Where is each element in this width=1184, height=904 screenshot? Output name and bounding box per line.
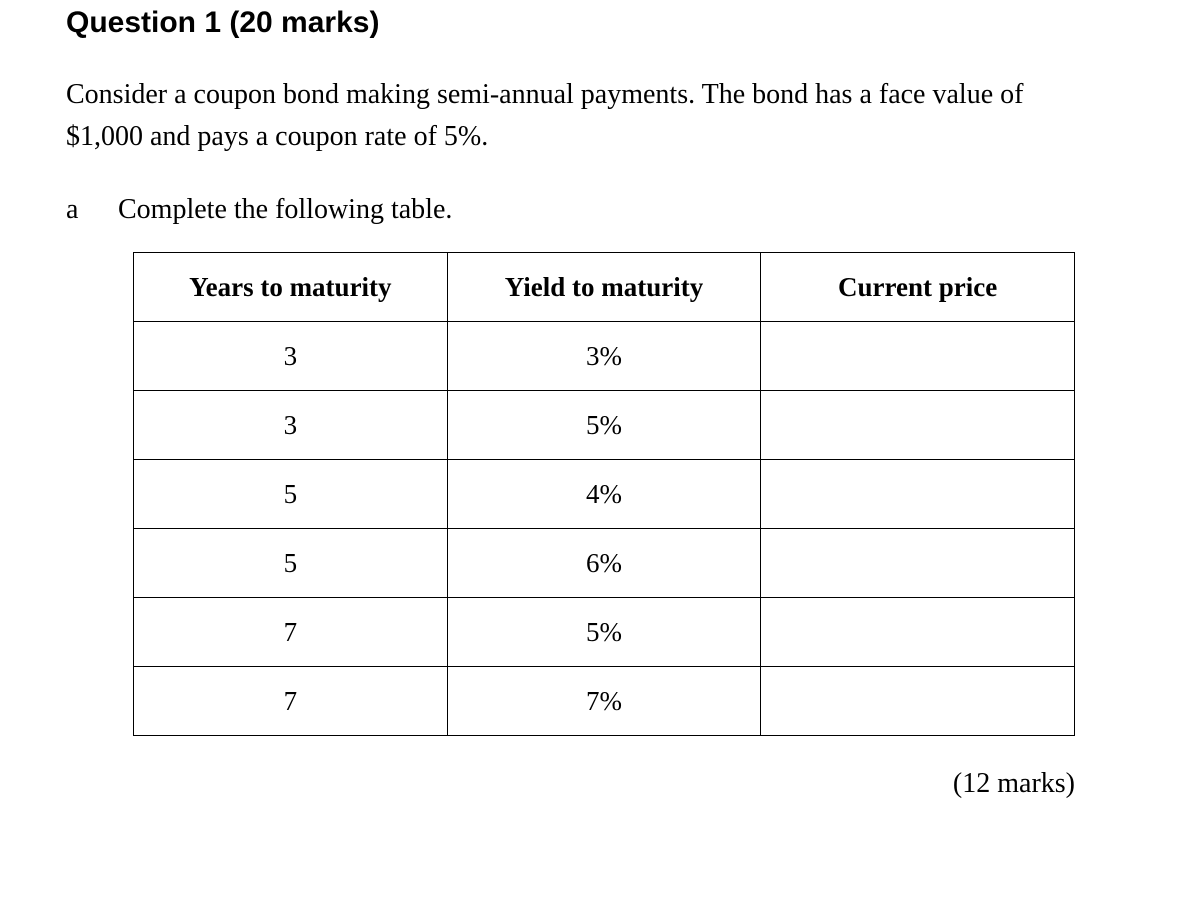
cell-yield-to-maturity: 7% (446, 666, 762, 736)
cell-current-price (760, 390, 1075, 460)
bond-table-head: Years to maturity Yield to maturity Curr… (133, 252, 1075, 322)
cell-years-to-maturity: 3 (133, 321, 448, 391)
cell-years-to-maturity: 7 (133, 666, 448, 736)
table-row: 5 6% (133, 528, 1075, 598)
table-header-row: Years to maturity Yield to maturity Curr… (133, 252, 1075, 322)
question-title: Question 1 (20 marks) (66, 6, 380, 39)
table-row: 3 3% (133, 321, 1075, 391)
marks-note: (12 marks) (952, 768, 1075, 799)
table-row: 5 4% (133, 459, 1075, 529)
cell-yield-to-maturity: 6% (446, 528, 762, 598)
header-current-price: Current price (760, 252, 1075, 322)
bond-table-body: 3 3% 3 5% 5 4% 5 6% 7 5% 7 7% (133, 321, 1075, 736)
part-line: a Complete the following table. (66, 194, 1184, 226)
table-row: 7 5% (133, 597, 1075, 667)
part-label: a (66, 194, 79, 225)
table-row: 7 7% (133, 666, 1075, 736)
cell-yield-to-maturity: 3% (446, 321, 762, 391)
cell-years-to-maturity: 3 (133, 390, 448, 460)
header-yield-to-maturity: Yield to maturity (446, 252, 762, 322)
cell-current-price (760, 528, 1075, 598)
cell-current-price (760, 321, 1075, 391)
cell-years-to-maturity: 5 (133, 528, 448, 598)
bond-table: Years to maturity Yield to maturity Curr… (133, 252, 1075, 736)
question-body: Consider a coupon bond making semi-annua… (66, 79, 1024, 152)
part-instruction: Complete the following table. (118, 194, 453, 225)
cell-current-price (760, 459, 1075, 529)
cell-current-price (760, 666, 1075, 736)
cell-yield-to-maturity: 5% (446, 390, 762, 460)
cell-yield-to-maturity: 5% (446, 597, 762, 667)
cell-current-price (760, 597, 1075, 667)
cell-years-to-maturity: 5 (133, 459, 448, 529)
header-years-to-maturity: Years to maturity (133, 252, 448, 322)
cell-yield-to-maturity: 4% (446, 459, 762, 529)
table-row: 3 5% (133, 390, 1075, 460)
cell-years-to-maturity: 7 (133, 597, 448, 667)
